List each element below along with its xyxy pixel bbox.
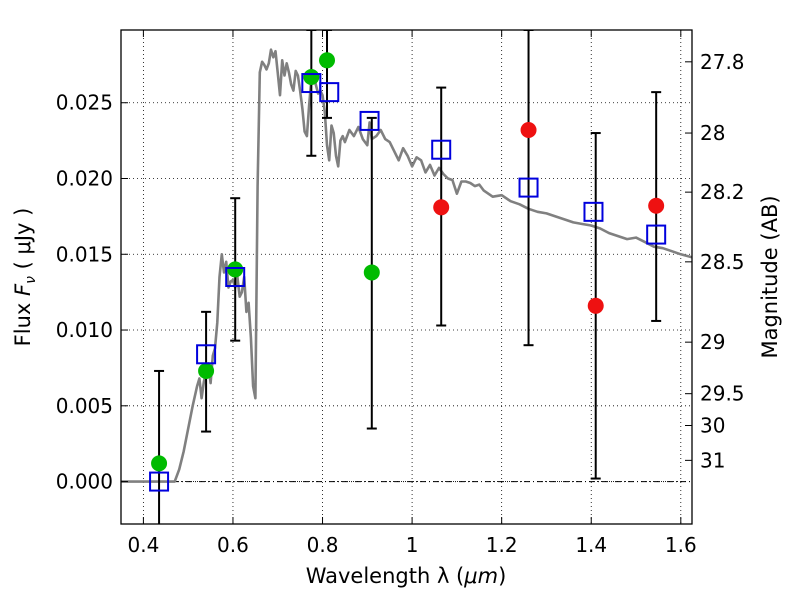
y2-axis-label: Magnitude (AB) — [758, 195, 782, 358]
x-tick-label: 0.6 — [217, 533, 249, 557]
model-photometry-square — [196, 344, 217, 365]
model-photometry-square — [583, 201, 604, 222]
red-data-point — [587, 297, 604, 314]
y2-tick-label: 27.8 — [700, 50, 745, 74]
green-data-point — [319, 52, 336, 69]
y-tick-label: 0.000 — [56, 470, 113, 494]
y2-tick-label: 31 — [700, 448, 725, 472]
y2-tick-label: 28 — [700, 121, 725, 145]
model-photometry-square — [431, 139, 452, 160]
y-tick-label: 0.005 — [56, 394, 113, 418]
y-tick-label: 0.025 — [56, 91, 113, 115]
x-tick-label: 1.6 — [665, 533, 697, 557]
green-data-point — [151, 455, 168, 472]
red-data-point — [520, 122, 537, 139]
y-tick-label: 0.010 — [56, 318, 113, 342]
data-points-layer — [149, 52, 667, 492]
model-photometry-square — [225, 267, 246, 287]
y-axis-label-unit: ( μJy ) — [11, 208, 35, 276]
plot-background — [121, 30, 692, 524]
green-data-point — [198, 362, 215, 379]
y-axis-label: Flux Fν ( μJy ) — [11, 208, 39, 347]
y-tick-label: 0.015 — [56, 242, 113, 266]
y2-tick-label: 29 — [700, 330, 725, 354]
y-axis-label-subscript: ν — [23, 276, 39, 284]
model-photometry-square — [646, 224, 667, 245]
plot-frame — [120, 29, 693, 525]
x-tick-label: 1.2 — [486, 533, 518, 557]
y2-tick-label: 29.5 — [700, 382, 745, 406]
y-axis-label-symbol: F — [11, 283, 35, 296]
y2-tick-label: 28.5 — [700, 250, 745, 274]
x-tick-label: 0.8 — [307, 533, 339, 557]
axis-ticks: 0.4 0.6 0.8 1 1.2 1.4 1.6 0.000 0.005 0.010 0.015 0… — [56, 30, 745, 557]
green-data-point — [363, 264, 380, 281]
model-photometry-square — [518, 177, 539, 198]
green-data-point — [303, 68, 320, 85]
x-tick-label: 1.4 — [575, 533, 607, 557]
y2-tick-label: 28.2 — [700, 180, 745, 204]
model-photometry-square — [359, 110, 380, 131]
x-axis-label-prefix: Wavelength λ ( — [306, 564, 465, 588]
x-axis-label: Wavelength λ (μm) — [306, 564, 507, 588]
x-axis-label-suffix: ) — [498, 564, 506, 588]
red-data-point — [648, 197, 665, 214]
x-tick-label: 1 — [406, 533, 419, 557]
green-data-point — [227, 261, 244, 278]
red-data-point — [433, 199, 450, 216]
x-axis-label-unit: μm — [463, 564, 498, 588]
x-tick-label: 0.4 — [127, 533, 159, 557]
y-axis-label-prefix: Flux — [11, 296, 35, 346]
model-photometry-square — [319, 82, 340, 103]
y2-tick-label: 30 — [700, 414, 725, 438]
y-tick-label: 0.020 — [56, 167, 113, 191]
model-photometry-square — [149, 471, 170, 492]
